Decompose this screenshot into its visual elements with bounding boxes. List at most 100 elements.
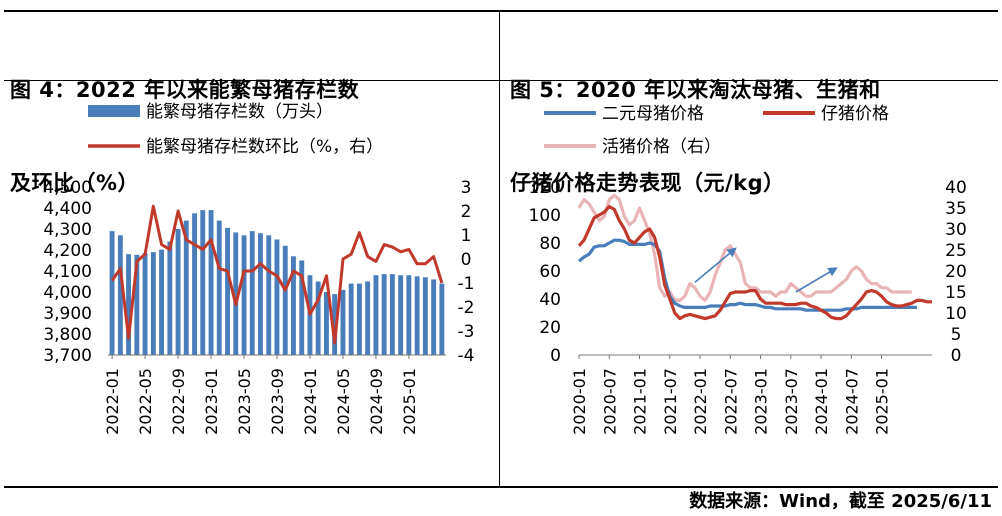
- panel-5-title-line2: 仔猪价格走势表现（元/kg）: [510, 171, 785, 195]
- x-tick-label: 2023-09: [268, 368, 287, 435]
- bar-inventory: [365, 281, 371, 355]
- y-left-tick-label: 4,200: [43, 241, 92, 261]
- bar-inventory: [266, 235, 272, 355]
- x-tick-label: 2025-01: [400, 368, 419, 435]
- panel-divider: [499, 10, 500, 486]
- y-right-tick-label: 5: [951, 325, 962, 345]
- bar-inventory: [150, 252, 156, 355]
- bar-inventory: [233, 232, 239, 355]
- bar-inventory: [340, 289, 346, 355]
- bar-inventory: [406, 275, 412, 355]
- bar-inventory: [324, 292, 329, 355]
- bar-inventory: [249, 231, 255, 355]
- x-tick-label: 2025-01: [873, 368, 892, 435]
- x-tick-label: 2024-07: [842, 368, 861, 435]
- y-right-tick-label: -4: [458, 346, 475, 366]
- panel-4-title: 图 4：2022 年以来能繁母猪存栏数 及环比（%）: [10, 13, 359, 230]
- y-right-tick-label: -2: [458, 298, 475, 318]
- y-left-tick-label: 3,700: [43, 346, 92, 366]
- bar-inventory: [381, 274, 387, 355]
- x-tick-label: 2022-09: [169, 368, 188, 435]
- bar-inventory: [183, 220, 189, 355]
- y-right-tick-label: 35: [945, 199, 967, 219]
- line-piglet-price: [577, 204, 932, 321]
- bar-inventory: [117, 235, 123, 355]
- y-right-tick-label: 40: [945, 178, 967, 198]
- y-left-tick-label: 4,100: [43, 262, 92, 282]
- bar-inventory: [414, 276, 420, 356]
- bar-inventory: [241, 235, 247, 355]
- y-right-tick-label: 20: [945, 262, 967, 282]
- bar-inventory: [373, 275, 379, 355]
- y-right-tick-label: 1: [461, 226, 472, 246]
- bar-inventory: [200, 210, 206, 355]
- bar-inventory: [422, 277, 428, 355]
- bar-inventory: [192, 213, 197, 356]
- x-tick-label: 2020-07: [600, 368, 619, 435]
- bar-inventory: [274, 239, 280, 355]
- x-tick-label: 2024-01: [812, 368, 831, 435]
- x-tick-label: 2022-01: [691, 368, 710, 435]
- legend-label-sow-price: 二元母猪价格: [602, 104, 704, 124]
- y-left-tick-label: 80: [539, 234, 561, 254]
- bar-inventory: [398, 275, 404, 355]
- panel-4-title-line1: 图 4：2022 年以来能繁母猪存栏数: [10, 78, 360, 102]
- x-tick-label: 2023-07: [782, 368, 801, 435]
- bar-inventory: [109, 231, 115, 355]
- bar-inventory: [225, 227, 230, 355]
- bar-inventory: [159, 249, 164, 355]
- bar-inventory: [216, 220, 222, 355]
- x-tick-label: 2022-05: [136, 368, 155, 435]
- y-left-tick-label: 20: [539, 318, 561, 338]
- bar-inventory: [134, 254, 140, 355]
- bar-inventory: [431, 279, 437, 355]
- bar-inventory: [389, 274, 395, 355]
- panel-5-title: 图 5：2020 年以来淘汰母猪、生猪和 仔猪价格走势表现（元/kg）: [510, 13, 881, 230]
- bar-inventory: [167, 241, 173, 355]
- bar-inventory: [142, 253, 148, 355]
- bar-inventory: [208, 210, 214, 355]
- legend-label-piglet-price: 仔猪价格: [821, 104, 889, 124]
- top-rule: [4, 10, 998, 12]
- y-right-tick-label: 0: [951, 346, 962, 366]
- y-right-tick-label: 30: [945, 220, 967, 240]
- y-right-tick-label: -1: [458, 274, 475, 294]
- bar-inventory: [348, 283, 354, 355]
- line-sow-price: [577, 238, 917, 312]
- y-left-tick-label: 100: [529, 206, 561, 226]
- trend-arrow-2023: [795, 267, 838, 293]
- legend-label-mom: 能繁母猪存栏数环比（%，右）: [146, 137, 383, 157]
- y-left-tick-label: 3,800: [43, 325, 92, 345]
- y-right-tick-label: 25: [945, 241, 967, 261]
- y-left-tick-label: 4,400: [43, 199, 92, 219]
- y-left-tick-label: 0: [550, 346, 561, 366]
- bar-inventory: [291, 256, 296, 355]
- chart-pig-prices: 二元母猪价格 仔猪价格活猪价格（右）12010080604020040353025…: [529, 104, 967, 435]
- y-right-tick-label: 0: [461, 250, 472, 270]
- y-right-tick-label: 15: [945, 283, 967, 303]
- x-tick-label: 2022-01: [103, 368, 122, 435]
- panel-5-title-line1: 图 5：2020 年以来淘汰母猪、生猪和: [510, 78, 881, 102]
- y-right-tick-label: 3: [461, 178, 472, 198]
- x-tick-label: 2023-01: [752, 368, 771, 435]
- trend-arrow-2022: [694, 247, 737, 283]
- bar-inventory: [439, 283, 445, 355]
- bar-inventory: [175, 229, 181, 355]
- bar-inventory: [126, 254, 131, 355]
- legend-label-hog-price: 活猪价格（右）: [602, 137, 721, 157]
- bar-inventory: [332, 294, 338, 355]
- y-right-tick-label: 2: [461, 202, 472, 222]
- bar-inventory: [299, 260, 305, 355]
- data-source-note: 数据来源：Wind，截至 2025/6/11: [689, 491, 992, 512]
- x-tick-label: 2023-01: [202, 368, 221, 435]
- y-left-tick-label: 4,500: [43, 178, 92, 198]
- panel-4-title-line2: 及环比（%）: [10, 171, 140, 195]
- x-tick-label: 2021-01: [631, 368, 650, 435]
- y-left-tick-label: 4,000: [43, 283, 92, 303]
- x-tick-label: 2023-05: [235, 368, 254, 435]
- x-tick-label: 2021-07: [661, 368, 680, 435]
- report-frame: [4, 10, 998, 488]
- y-left-tick-label: 40: [539, 290, 561, 310]
- title-divider-rule: [4, 80, 998, 81]
- x-tick-label: 2024-01: [301, 368, 320, 435]
